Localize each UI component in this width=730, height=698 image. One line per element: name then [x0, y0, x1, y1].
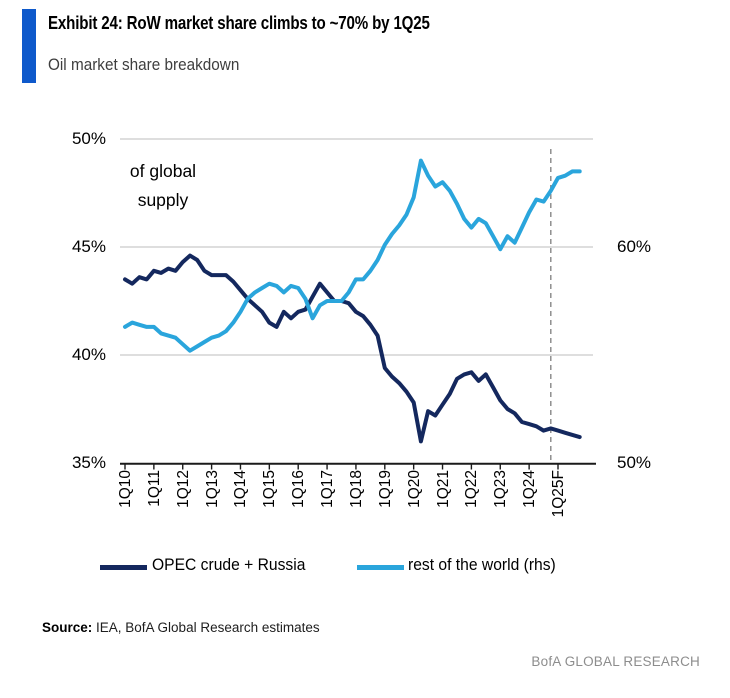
legend-swatch-rest-of-world — [357, 565, 404, 570]
right-axis-label: 60% — [617, 237, 652, 256]
title-accent-bar — [22, 9, 36, 83]
x-axis-label: 1Q17 — [319, 470, 337, 508]
chart-plot — [120, 138, 596, 470]
source-text: IEA, BofA Global Research estimates — [92, 620, 320, 635]
x-axis-label: 1Q25F — [550, 470, 567, 518]
annotation-line-2: supply — [137, 190, 189, 210]
x-axis-label: 1Q11 — [145, 470, 163, 507]
series-line-rest-of-world — [123, 158, 582, 353]
series-line-opec-russia — [123, 253, 582, 444]
x-axis-label: 1Q18 — [347, 470, 365, 508]
source-label: Source: — [42, 620, 93, 635]
right-axis-label: 50% — [617, 453, 652, 472]
left-axis-label: 50% — [71, 129, 106, 148]
legend-swatch-opec-russia — [100, 565, 147, 570]
annotation-line-1: of global — [129, 161, 197, 181]
x-axis-label: 1Q23 — [492, 470, 510, 508]
source-note: Source: IEA, BofA Global Research estima… — [42, 620, 320, 635]
x-axis-label: 1Q19 — [376, 470, 394, 508]
left-axis-label: 40% — [71, 345, 106, 364]
brand-mark: BofA GLOBAL RESEARCH — [531, 654, 700, 669]
left-axis-label: 35% — [71, 453, 106, 472]
x-axis-label: 1Q21 — [434, 470, 452, 508]
x-axis-label: 1Q16 — [290, 470, 308, 508]
x-axis-label: 1Q10 — [117, 470, 134, 508]
legend-label-opec-russia: OPEC crude + Russia — [152, 555, 306, 574]
x-axis-label: 1Q15 — [261, 470, 279, 508]
left-axis-label: 45% — [71, 237, 106, 256]
x-axis-label-wrap: 1Q25F — [550, 470, 597, 517]
x-axis-label: 1Q24 — [521, 470, 539, 508]
chart-annotation: of global supply — [104, 157, 222, 215]
x-axis-label: 1Q14 — [232, 470, 250, 508]
legend-label-rest-of-world: rest of the world (rhs) — [408, 555, 556, 574]
exhibit-subtitle: Oil market share breakdown — [48, 55, 240, 74]
x-axis-label: 1Q22 — [463, 470, 481, 508]
x-axis-label: 1Q13 — [203, 470, 221, 508]
exhibit-title: Exhibit 24: RoW market share climbs to ~… — [48, 13, 430, 33]
x-axis-label: 1Q12 — [174, 470, 192, 508]
x-axis-label: 1Q20 — [405, 470, 423, 508]
